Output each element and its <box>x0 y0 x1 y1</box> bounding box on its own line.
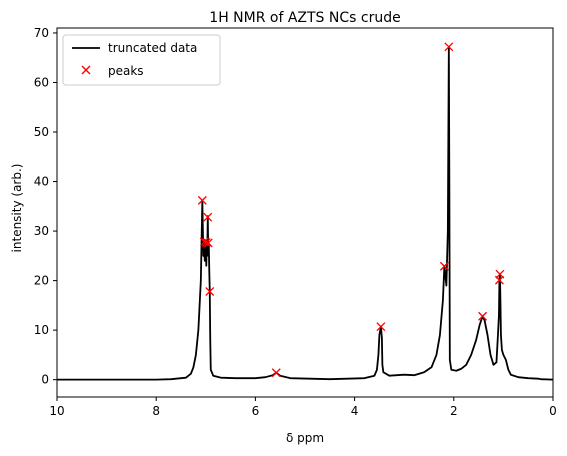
y-axis-label: intensity (arb.) <box>10 164 24 253</box>
peak-marker <box>478 311 488 321</box>
x-tick-label: 4 <box>351 404 359 418</box>
peak-marker <box>205 287 215 296</box>
y-tick-label: 0 <box>41 373 49 387</box>
peak-marker <box>203 238 213 248</box>
peak-marker <box>197 195 207 205</box>
y-tick-label: 20 <box>34 274 49 288</box>
series-layer <box>57 42 554 381</box>
legend: truncated data peaks <box>62 34 221 86</box>
peak-marker <box>376 322 386 332</box>
y-tick-label: 50 <box>34 125 49 139</box>
legend-label-peaks: peaks <box>108 64 144 78</box>
x-tick-label: 8 <box>152 404 160 418</box>
y-axis-ticks: 0 10 20 30 40 50 60 70 <box>34 26 57 387</box>
legend-box <box>62 34 221 86</box>
x-tick-label: 0 <box>549 404 557 418</box>
x-tick-label: 10 <box>49 404 64 418</box>
peak-marker <box>271 368 281 378</box>
series-line-truncated-data <box>57 45 554 381</box>
y-tick-label: 40 <box>34 175 49 189</box>
legend-label-truncated-data: truncated data <box>108 41 197 55</box>
x-axis-label: δ ppm <box>286 431 324 445</box>
peak-marker <box>444 42 454 52</box>
peak-marker <box>201 238 211 247</box>
x-tick-label: 6 <box>252 404 260 418</box>
y-tick-label: 10 <box>34 323 49 337</box>
y-tick-label: 70 <box>34 26 49 40</box>
legend-peak-marker <box>81 65 91 75</box>
y-tick-label: 30 <box>34 224 49 238</box>
peak-marker <box>203 212 213 222</box>
y-tick-label: 60 <box>34 75 49 89</box>
plot-frame <box>56 27 554 398</box>
chart-title: 1H NMR of AZTS NCs crude <box>209 10 400 26</box>
peak-marker <box>439 261 449 271</box>
peak-marker <box>495 269 505 279</box>
x-axis-ticks: 10 8 6 4 2 0 <box>49 397 557 418</box>
x-tick-label: 2 <box>450 404 458 418</box>
